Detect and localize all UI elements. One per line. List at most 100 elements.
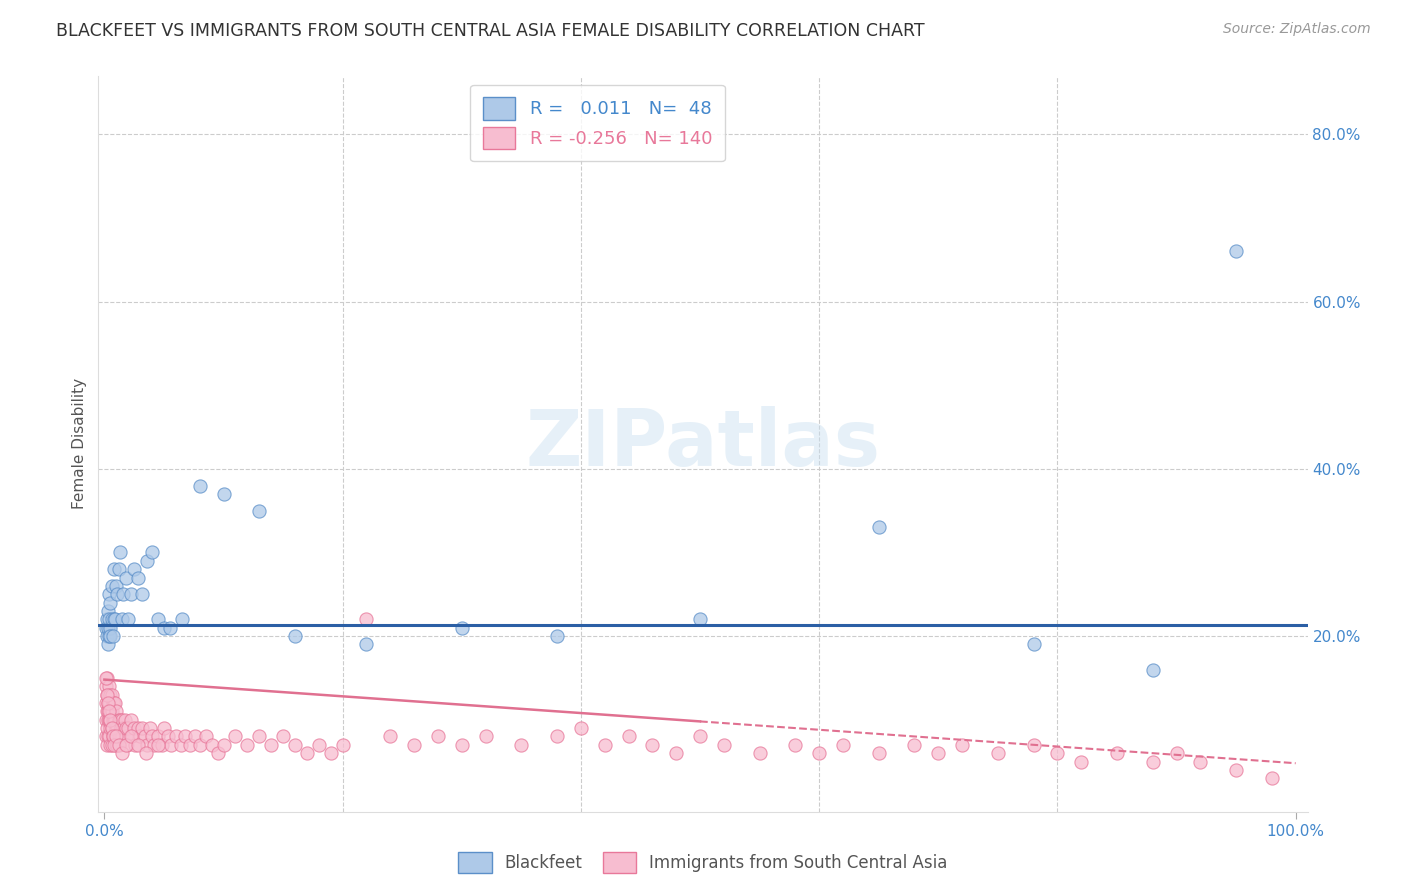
Point: [103, 738, 125, 752]
Text: BLACKFEET VS IMMIGRANTS FROM SOUTH CENTRAL ASIA FEMALE DISABILITY CORRELATION CH: BLACKFEET VS IMMIGRANTS FROM SOUTH CENTR…: [56, 22, 925, 40]
Point: [94, 730, 117, 744]
Point: [236, 738, 259, 752]
Point: [96, 671, 118, 685]
Point: [107, 738, 129, 752]
Point: [1261, 771, 1284, 786]
Point: [107, 587, 129, 601]
Point: [103, 713, 125, 727]
Point: [100, 688, 122, 702]
Point: [212, 487, 235, 501]
Point: [247, 503, 270, 517]
Point: [101, 629, 124, 643]
Point: [295, 746, 318, 760]
Point: [1225, 763, 1247, 777]
Point: [569, 721, 592, 735]
Point: [212, 738, 235, 752]
Point: [100, 738, 122, 752]
Point: [96, 721, 118, 735]
Point: [127, 738, 149, 752]
Point: [120, 730, 142, 744]
Point: [98, 587, 121, 601]
Point: [100, 612, 122, 626]
Point: [146, 738, 169, 752]
Point: [107, 721, 129, 735]
Point: [284, 738, 307, 752]
Point: [174, 730, 197, 744]
Point: [98, 730, 121, 744]
Point: [98, 705, 121, 719]
Point: [284, 629, 307, 643]
Point: [104, 612, 127, 626]
Point: [160, 738, 183, 752]
Point: [127, 571, 149, 585]
Point: [107, 730, 129, 744]
Point: [98, 629, 121, 643]
Point: [108, 545, 131, 559]
Point: [184, 730, 207, 744]
Point: [868, 520, 890, 534]
Point: [96, 705, 118, 719]
Point: [111, 730, 134, 744]
Point: [98, 629, 121, 643]
Point: [474, 730, 496, 744]
Point: [169, 738, 191, 752]
Point: [112, 721, 135, 735]
Point: [308, 738, 330, 752]
Point: [98, 696, 121, 710]
Point: [98, 679, 121, 693]
Point: [207, 746, 229, 760]
Point: [426, 730, 449, 744]
Point: [112, 587, 135, 601]
Point: [101, 696, 124, 710]
Point: [1142, 755, 1164, 769]
Point: [332, 738, 354, 752]
Point: [98, 713, 121, 727]
Point: [121, 730, 143, 744]
Point: [194, 730, 217, 744]
Point: [120, 587, 142, 601]
Point: [356, 612, 378, 626]
Point: [127, 721, 149, 735]
Point: [94, 671, 117, 685]
Point: [105, 738, 128, 752]
Point: [170, 612, 193, 626]
Point: [135, 746, 157, 760]
Point: [131, 721, 153, 735]
Point: [103, 612, 125, 626]
Point: [131, 587, 153, 601]
Point: [105, 705, 128, 719]
Point: [101, 730, 124, 744]
Point: [987, 746, 1010, 760]
Legend: Blackfeet, Immigrants from South Central Asia: Blackfeet, Immigrants from South Central…: [451, 846, 955, 880]
Point: [689, 730, 711, 744]
Point: [868, 746, 890, 760]
Point: [546, 629, 568, 643]
Point: [356, 637, 378, 651]
Point: [146, 730, 169, 744]
Point: [105, 721, 128, 735]
Point: [134, 730, 156, 744]
Point: [100, 721, 122, 735]
Point: [129, 730, 152, 744]
Point: [97, 730, 120, 744]
Point: [110, 721, 132, 735]
Point: [94, 679, 117, 693]
Point: [98, 705, 121, 719]
Point: [832, 738, 855, 752]
Point: [98, 713, 121, 727]
Point: [141, 730, 163, 744]
Point: [785, 738, 807, 752]
Point: [103, 562, 125, 576]
Point: [1142, 663, 1164, 677]
Point: [1189, 755, 1212, 769]
Point: [97, 705, 120, 719]
Point: [115, 738, 138, 752]
Point: [114, 713, 136, 727]
Point: [510, 738, 533, 752]
Point: [114, 571, 136, 585]
Point: [122, 562, 145, 576]
Point: [97, 696, 120, 710]
Point: [97, 637, 120, 651]
Point: [108, 713, 131, 727]
Point: [103, 696, 125, 710]
